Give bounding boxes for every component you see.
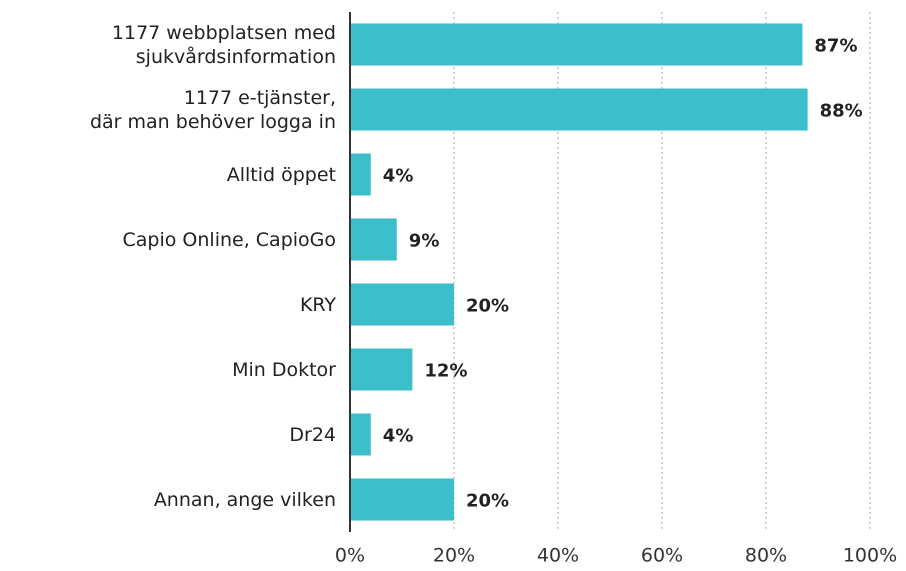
x-tick-label: 20% <box>433 545 475 567</box>
data-label: 12% <box>424 361 467 382</box>
y-tick-label: Annan, ange vilken <box>153 488 336 511</box>
y-tick-label: Alltid öppet <box>226 163 336 186</box>
data-label: 9% <box>409 231 440 252</box>
y-tick-label: Dr24 <box>289 423 336 446</box>
bar <box>350 413 371 456</box>
bar <box>350 88 808 131</box>
data-label: 4% <box>383 166 414 187</box>
x-tick-label: 100% <box>843 545 897 567</box>
bar <box>350 283 454 326</box>
x-tick-label: 40% <box>537 545 579 567</box>
bar <box>350 218 397 261</box>
x-tick-label: 60% <box>641 545 683 567</box>
data-label: 4% <box>383 426 414 447</box>
y-tick-label: KRY <box>299 293 336 316</box>
data-label: 20% <box>466 491 509 512</box>
data-label: 20% <box>466 296 509 317</box>
x-tick-label: 0% <box>335 545 365 567</box>
bar <box>350 478 454 521</box>
data-label: 87% <box>814 36 857 57</box>
y-tick-label: 1177 webbplatsen med sjukvårdsinformatio… <box>111 21 336 68</box>
data-label: 88% <box>820 101 863 122</box>
y-tick-label: Capio Online, CapioGo <box>122 228 337 251</box>
bar <box>350 348 413 391</box>
bar <box>350 153 371 196</box>
bar <box>350 23 803 66</box>
y-tick-label: 1177 e-tjänster, där man behöver logga i… <box>89 86 336 133</box>
y-tick-label: Min Doktor <box>232 358 336 381</box>
x-tick-label: 80% <box>745 545 787 567</box>
